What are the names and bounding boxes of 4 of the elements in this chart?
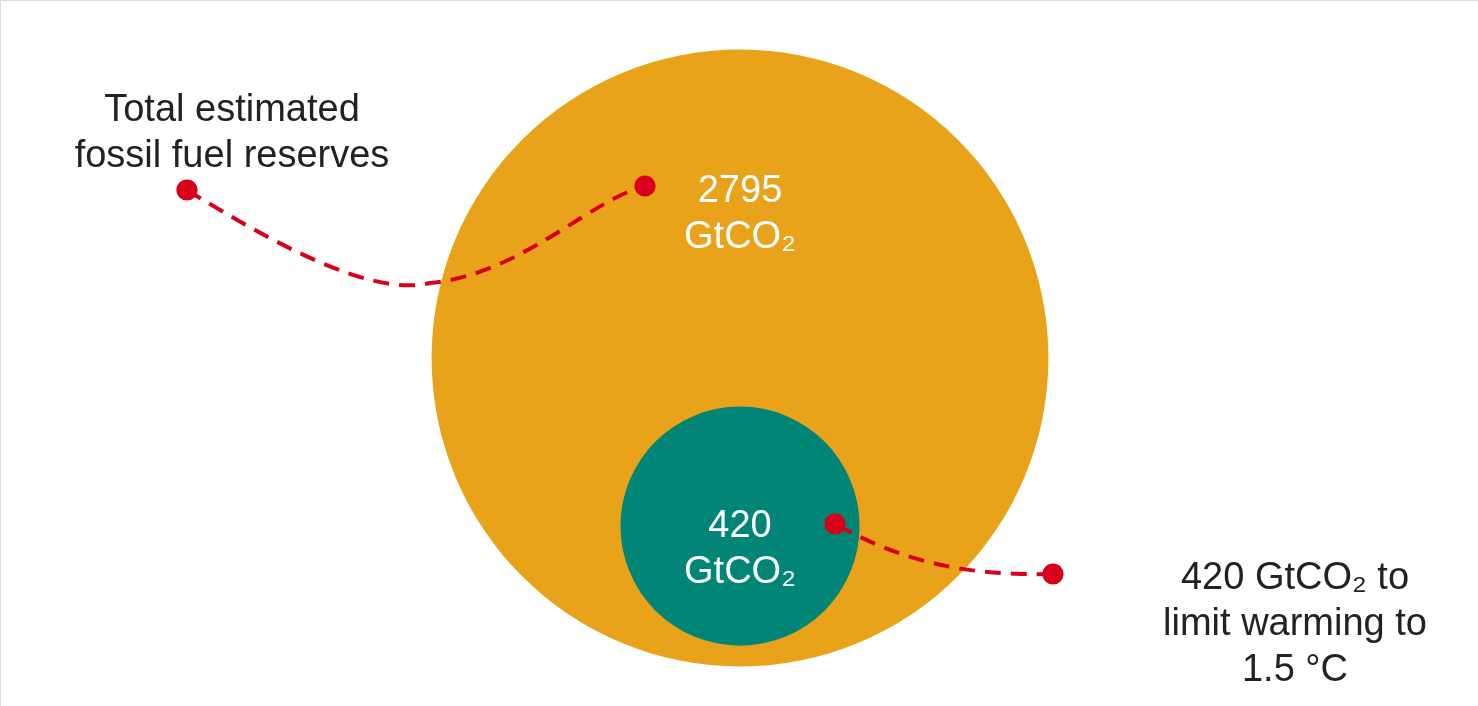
data-label: 2795 GtCO₂ (684, 167, 796, 256)
text: Total estimated fossil fuel reserves (74, 87, 390, 175)
text: 420 GtCO₂ to limit warming to 1.5 °C (1163, 555, 1427, 689)
data-label: 420 GtCO₂ (684, 503, 796, 592)
